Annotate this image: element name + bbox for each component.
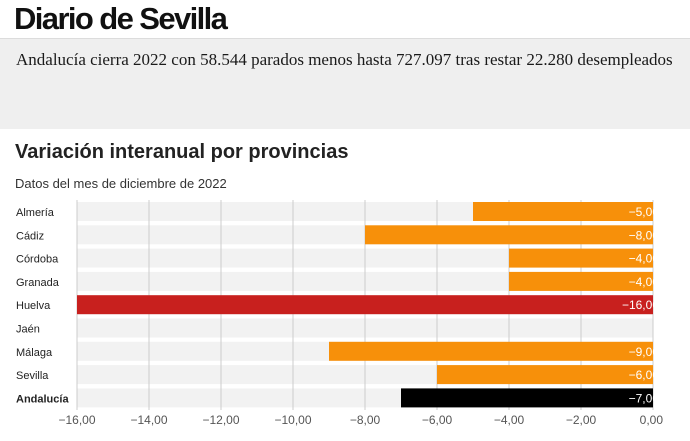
x-tick-label: −12,00 <box>202 413 239 427</box>
headline-banner: Andalucía cierra 2022 con 58.544 parados… <box>0 38 690 129</box>
x-tick-label: −6,00 <box>422 413 453 427</box>
value-label: −8,00 <box>629 228 660 242</box>
site-logo[interactable]: Diario de Sevilla <box>14 1 228 36</box>
category-label: Andalucía <box>16 393 69 405</box>
bar[interactable] <box>365 225 653 245</box>
category-label: Huelva <box>16 300 51 312</box>
value-label: −5,00 <box>629 205 660 219</box>
bar[interactable] <box>329 341 653 361</box>
chart-title: Variación interanual por provincias <box>15 141 349 163</box>
x-axis-ticks: −16,00 −14,00 −12,00 −10,00 −8,00 −6,00 −4,00 −… <box>58 413 663 427</box>
bar-chart: Almería Cádiz Córdoba Granada Huelva Jaén Mála… <box>16 200 663 427</box>
bar[interactable] <box>509 248 653 268</box>
x-tick-label: −2,00 <box>566 413 597 427</box>
x-tick-label: −14,00 <box>130 413 167 427</box>
category-label: Jaén <box>16 324 40 336</box>
category-labels: Almería Cádiz Córdoba Granada Huelva Jaén Mála… <box>16 207 69 405</box>
value-label: −9,00 <box>629 345 660 359</box>
x-tick-label: −16,00 <box>58 413 95 427</box>
x-tick-label: 0,00 <box>640 413 664 427</box>
category-label: Cádiz <box>16 230 44 242</box>
masthead: Diario de Sevilla <box>0 0 690 38</box>
chart-subtitle: Datos del mes de diciembre de 2022 <box>15 176 227 191</box>
category-label: Granada <box>16 277 60 289</box>
value-label: −7,00 <box>629 391 660 405</box>
value-label: −4,00 <box>629 275 660 289</box>
bar[interactable] <box>401 388 653 408</box>
value-label: −4,00 <box>629 252 660 266</box>
x-tick-label: −10,00 <box>274 413 311 427</box>
category-label: Málaga <box>16 347 53 359</box>
bar[interactable] <box>77 295 653 315</box>
bar[interactable] <box>473 202 653 221</box>
bar[interactable] <box>509 271 653 291</box>
value-label: −6,00 <box>629 368 660 382</box>
category-label: Sevilla <box>16 370 49 382</box>
category-label: Almería <box>16 207 55 219</box>
bar[interactable] <box>437 365 653 385</box>
value-labels: −5,00 −8,00 −4,00 −4,00 −16,00 −9,00 −6,00 −7,0… <box>622 205 659 405</box>
bars <box>77 202 653 408</box>
value-label: −16,00 <box>622 298 659 312</box>
article-headline[interactable]: Andalucía cierra 2022 con 58.544 parados… <box>16 50 673 69</box>
category-label: Córdoba <box>16 254 59 266</box>
x-tick-label: −4,00 <box>494 413 525 427</box>
x-tick-label: −8,00 <box>350 413 381 427</box>
